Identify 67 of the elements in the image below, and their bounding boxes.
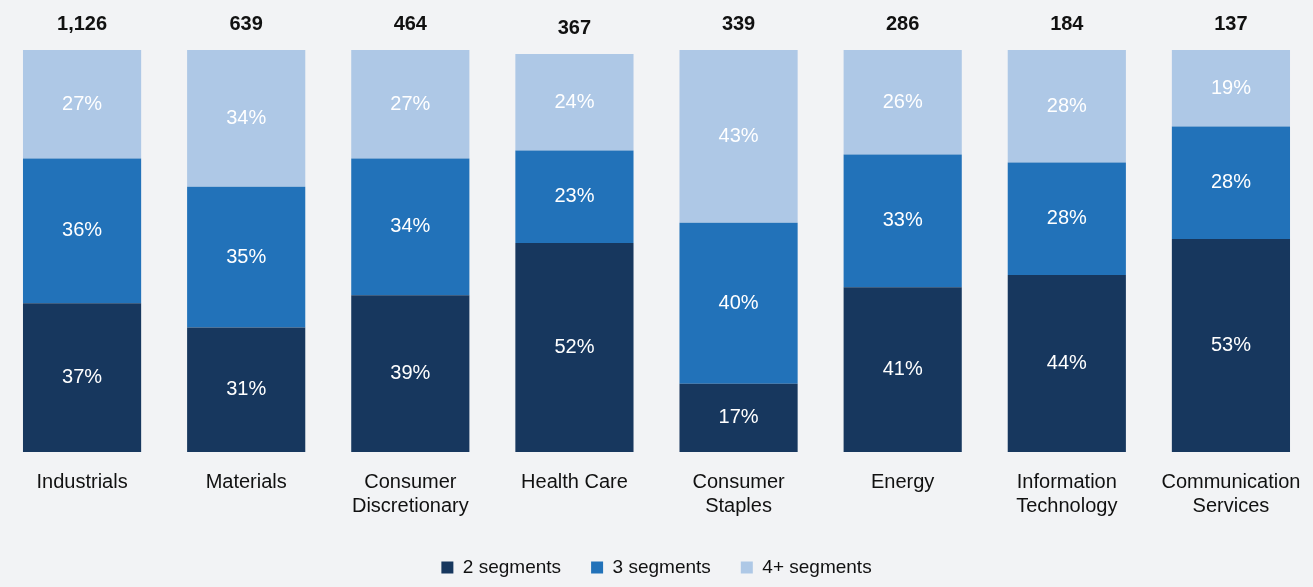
bar: [679, 50, 798, 223]
x-tick-label: Energy: [871, 469, 935, 492]
text: 639: [229, 11, 263, 34]
data-label: 36%: [62, 218, 103, 241]
data-label: 28%: [1046, 206, 1088, 229]
data-label: 34%: [226, 105, 267, 128]
data-label: 28%: [1046, 93, 1088, 116]
bar: [1007, 50, 1126, 163]
data-label: 39%: [390, 361, 431, 384]
text: 339: [721, 11, 756, 34]
text: 137: [1214, 11, 1248, 34]
text: 367: [557, 15, 592, 38]
data-label: 43%: [718, 123, 759, 146]
x-tick-label: Consumer Staples: [692, 469, 786, 516]
bar: [187, 50, 306, 187]
x-tick-label: Communication Services: [1161, 469, 1301, 516]
bar: [22, 303, 142, 452]
data-label: 28%: [1210, 170, 1252, 193]
data-label: 17%: [718, 405, 759, 428]
bar: [351, 158, 470, 296]
data-label: 41%: [882, 357, 923, 380]
data-label: 52%: [554, 335, 595, 357]
bar: [515, 54, 634, 151]
text: 464: [393, 11, 428, 34]
bar: [187, 327, 306, 452]
bar: [679, 383, 798, 452]
bar: [187, 186, 306, 328]
bar: [1171, 126, 1291, 239]
bar: [22, 158, 142, 304]
x-tick-label: Materials: [205, 469, 287, 492]
bar: [1171, 238, 1291, 452]
text: 184: [1050, 11, 1085, 34]
data-label: 40%: [718, 290, 759, 313]
data-label: 26%: [882, 89, 923, 112]
x-tick-label: Industrials: [36, 469, 128, 492]
x-tick-label: Consumer Discretionary: [351, 469, 469, 516]
bar: [843, 50, 962, 155]
bar: [1007, 275, 1126, 452]
text: 1,126: [57, 11, 108, 34]
bar: [351, 295, 470, 452]
data-label: 35%: [226, 244, 267, 267]
data-label: 34%: [390, 214, 431, 237]
bar: [843, 154, 962, 288]
x-tick-label: Health Care: [521, 469, 628, 492]
data-label: 23%: [554, 184, 595, 207]
bar: [22, 50, 142, 159]
data-label: 31%: [226, 377, 267, 400]
legend-label: 4+ segments: [762, 555, 872, 577]
bar: [515, 150, 634, 243]
data-label: 27%: [390, 91, 431, 114]
data-label: 37%: [62, 365, 103, 388]
data-label: 24%: [554, 89, 595, 112]
bar: [1171, 50, 1291, 127]
bar: [351, 50, 470, 159]
data-label: 27%: [62, 91, 103, 114]
data-label: 44%: [1046, 351, 1088, 374]
data-label: 33%: [882, 208, 923, 231]
legend-label: 2 segments: [462, 555, 562, 577]
data-label: 19%: [1210, 75, 1252, 98]
x-tick-label: Information Technology: [1016, 469, 1118, 516]
bar: [1007, 162, 1126, 276]
bar: [515, 242, 634, 452]
text: 286: [886, 11, 920, 34]
legend-label: 3 segments: [612, 555, 711, 577]
bar: [679, 222, 798, 384]
bar: [843, 287, 962, 452]
data-label: 53%: [1210, 332, 1252, 355]
